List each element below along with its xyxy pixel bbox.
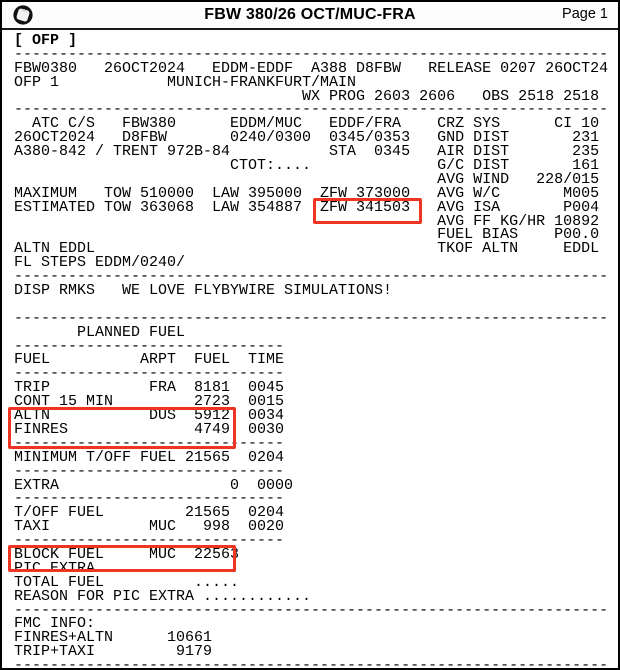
ofp-line: EXTRA 0 0000 (14, 476, 294, 494)
ofp-line: FBW0380 26OCT2024 EDDM-EDDF A388 D8FBW R… (14, 59, 609, 77)
ofp-line: ESTIMATED TOW 363068 LAW 354887 ZFW 3415… (14, 198, 600, 216)
ofp-line: FINRES 4749 0030 (14, 420, 285, 438)
ofp-line: WX PROG 2603 2606 OBS 2518 2518 (14, 87, 600, 105)
ofp-line: PIC EXTRA ..... (14, 559, 240, 577)
ofp-line: FUEL BIAS P00.0 (14, 226, 600, 244)
ofp-line: ------------------------------ (14, 337, 285, 355)
ofp-line: DISP RMKS WE LOVE FLYBYWIRE SIMULATIONS! (14, 282, 393, 300)
ofp-line: AVG FF KG/HR 10892 (14, 212, 600, 230)
ofp-line: ALTN EDDL TKOF ALTN EDDL (14, 240, 600, 258)
ofp-line: ------------------------------ (14, 532, 285, 550)
ofp-line: 26OCT2024 D8FBW 0240/0300 0345/0353 GND … (14, 129, 600, 147)
ofp-document: [ OFP ] ---------------------------------… (2, 30, 618, 668)
ofp-line: ----------------------------------------… (14, 657, 609, 668)
ofp-line: FINRES+ALTN 10661 (14, 629, 213, 647)
ofp-line: PLANNED FUEL (14, 323, 186, 341)
ofp-line: ----------------------------------------… (14, 101, 609, 119)
ofp-line: FMC INFO: (14, 615, 96, 633)
ofp-line: OFP 1 MUNICH-FRANKFURT/MAIN (14, 73, 357, 91)
ofp-line: ------------------------------ (14, 462, 285, 480)
page-number: Page 1 (562, 6, 608, 22)
page-title: FBW 380/26 OCT/MUC-FRA (204, 6, 416, 23)
ofp-line: BLOCK FUEL MUC 22563 (14, 545, 240, 563)
ofp-text-body: [ OFP ] ---------------------------------… (14, 32, 618, 668)
ofp-line: ATC C/S FBW380 EDDM/MUC EDDF/FRA CRZ SYS… (14, 115, 600, 133)
ofp-line: TRIP+TAXI 9179 (14, 643, 213, 661)
ofp-line: T/OFF FUEL 21565 0204 (14, 504, 285, 522)
ofp-line: ALTN DUS 5912 0034 (14, 407, 285, 425)
ofp-line: [ OFP ] (14, 32, 78, 49)
ofp-line: MAXIMUM TOW 510000 LAW 395000 ZFW 373000… (14, 184, 600, 202)
ofp-line: ----------------------------------------… (14, 601, 609, 619)
ofp-line: ----------------------------------------… (14, 45, 609, 63)
ofp-line: CTOT:.... G/C DIST 161 (14, 157, 600, 175)
ofp-line: ------------------------------ (14, 490, 285, 508)
window-title-bar: FBW 380/26 OCT/MUC-FRA Page 1 (2, 2, 618, 30)
ofp-line: AVG WIND 228/015 (14, 170, 600, 188)
ofp-line: REASON FOR PIC EXTRA ............ (14, 587, 312, 605)
ofp-line: TOTAL FUEL ..... (14, 573, 240, 591)
ofp-line: TRIP FRA 8181 0045 (14, 379, 285, 397)
ofp-line: CONT 15 MIN 2723 0015 (14, 393, 285, 411)
ofp-line: MINIMUM T/OFF FUEL 21565 0204 (14, 448, 285, 466)
spinner-icon (12, 4, 34, 26)
ofp-line: ----------------------------------------… (14, 309, 609, 327)
ofp-line: FUEL ARPT FUEL TIME (14, 351, 285, 369)
ofp-line: ------------------------------ (14, 365, 285, 383)
ofp-line: ----------------------------------------… (14, 268, 609, 286)
ofp-line: A380-842 / TRENT 972B-84 STA 0345 AIR DI… (14, 143, 600, 161)
ofp-line: FL STEPS EDDM/0240/ (14, 254, 186, 272)
ofp-line: TAXI MUC 998 0020 (14, 518, 285, 536)
